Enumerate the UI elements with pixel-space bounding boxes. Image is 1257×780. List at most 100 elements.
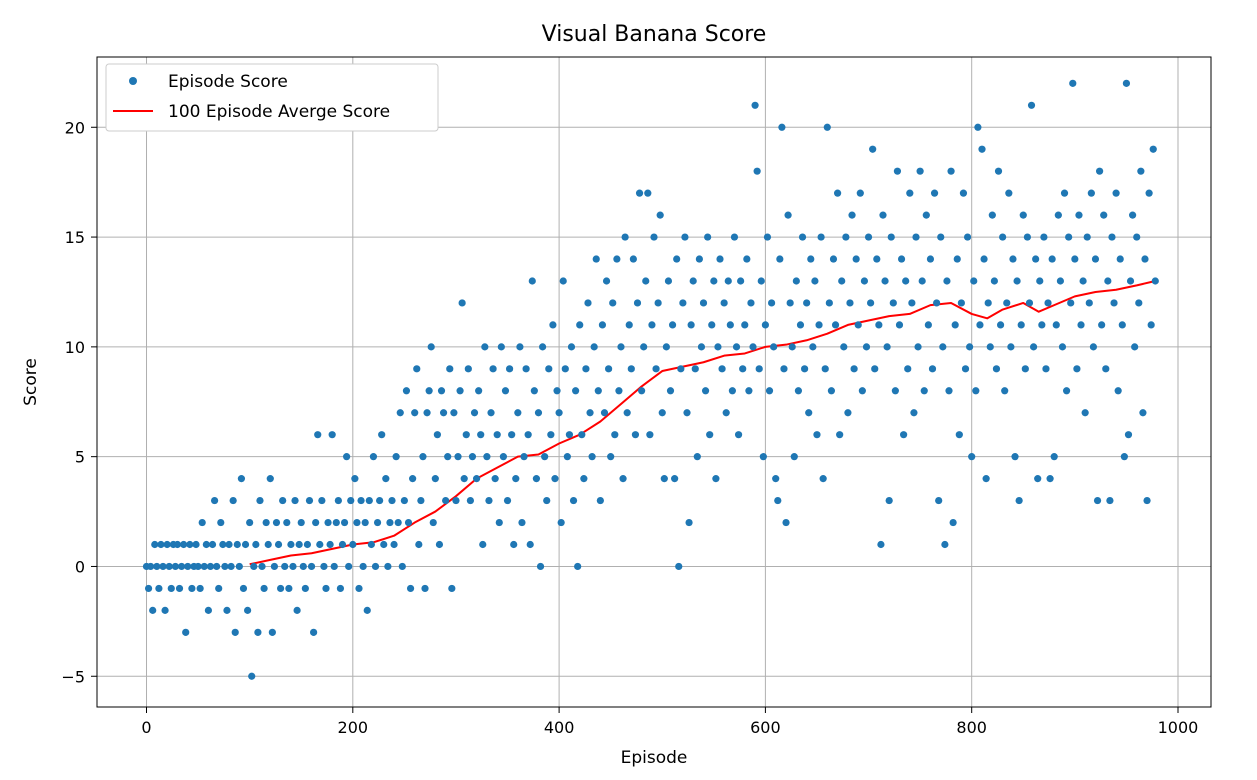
score-point [281, 562, 289, 571]
score-point [495, 518, 503, 527]
score-point [244, 606, 252, 614]
score-point [450, 409, 458, 417]
score-point [1116, 255, 1124, 263]
score-point [175, 584, 184, 593]
score-point [503, 496, 512, 505]
score-point [848, 211, 856, 219]
score-point [1009, 255, 1017, 263]
score-point [792, 277, 800, 285]
score-point [749, 343, 757, 351]
score-point [1104, 277, 1112, 285]
score-point [386, 518, 394, 527]
ticks: 0 200 400 600 800 1000 −5 0 5 10 15 20 [61, 118, 1198, 737]
score-point [867, 299, 875, 307]
score-point [893, 167, 902, 175]
score-point [274, 540, 283, 549]
score-point [151, 540, 159, 549]
score-point [996, 321, 1005, 329]
score-point [470, 409, 479, 417]
score-point [957, 299, 965, 307]
score-point [819, 475, 827, 483]
score-point [980, 255, 988, 263]
score-point [180, 540, 188, 549]
score-point [869, 145, 877, 153]
score-point [384, 562, 392, 571]
score-point [675, 562, 683, 571]
score-point [720, 299, 728, 307]
score-point [398, 562, 406, 571]
score-point [361, 518, 369, 527]
score-point [1005, 189, 1013, 197]
score-point [392, 453, 400, 461]
y-tick-label: 20 [65, 118, 85, 137]
score-point [299, 562, 307, 571]
score-point [382, 475, 390, 483]
score-point [1087, 189, 1095, 197]
score-point [666, 387, 675, 395]
score-point [629, 255, 637, 263]
score-point [429, 518, 437, 527]
score-point [1129, 211, 1137, 219]
score-point [1044, 299, 1052, 307]
score-point [580, 475, 588, 483]
score-point [941, 540, 949, 549]
score-point [543, 496, 551, 505]
score-point [390, 540, 398, 549]
score-point [353, 518, 361, 527]
score-point [1093, 496, 1102, 505]
score-point [326, 540, 334, 549]
score-point [413, 365, 421, 373]
score-point [611, 431, 619, 439]
score-point [935, 496, 943, 505]
score-point [301, 584, 309, 593]
score-point [144, 584, 153, 593]
score-point [574, 562, 582, 571]
score-point [1077, 321, 1085, 329]
score-point [532, 475, 541, 483]
score-point [1032, 255, 1040, 263]
score-point [904, 365, 912, 373]
score-point [598, 321, 607, 329]
score-point [704, 233, 712, 241]
score-point [198, 518, 206, 527]
score-point [1058, 343, 1067, 351]
score-point [840, 343, 848, 351]
score-point [512, 475, 520, 483]
score-point [883, 343, 891, 351]
x-tick-label: 800 [956, 718, 987, 737]
score-point [565, 431, 574, 439]
score-point [557, 518, 565, 527]
score-point [745, 387, 753, 395]
score-point [340, 518, 349, 527]
score-point [202, 540, 210, 549]
score-point [225, 540, 233, 549]
score-point [829, 255, 838, 263]
score-point [505, 365, 514, 373]
score-point [999, 233, 1007, 241]
x-tick-label: 0 [141, 718, 151, 737]
score-point [844, 409, 852, 417]
score-point [487, 409, 495, 417]
score-point [650, 233, 658, 241]
score-point [396, 409, 404, 417]
score-point [1114, 387, 1122, 395]
score-point [877, 540, 885, 549]
score-point [563, 453, 571, 461]
score-point [297, 518, 305, 527]
score-point [924, 321, 932, 329]
score-point [990, 277, 998, 285]
score-point [1085, 299, 1093, 307]
score-point [425, 387, 433, 395]
score-point [528, 277, 536, 285]
score-point [539, 343, 547, 351]
score-point [1106, 496, 1114, 505]
score-point [846, 299, 854, 307]
score-point [1139, 409, 1147, 417]
score-point [737, 277, 745, 285]
score-point [345, 562, 353, 571]
score-point [343, 453, 351, 461]
score-point [1118, 321, 1126, 329]
score-point [619, 475, 627, 483]
score-point [605, 365, 613, 373]
score-point [1027, 101, 1036, 109]
